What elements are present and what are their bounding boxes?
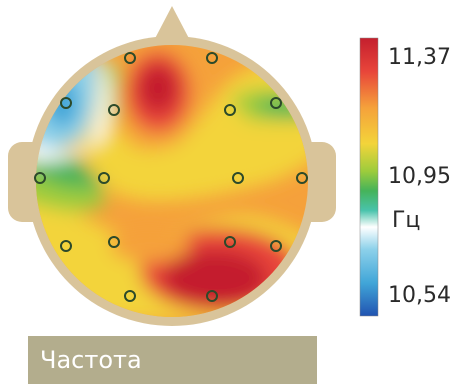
electrode (224, 236, 236, 248)
electrode (60, 240, 72, 252)
electrode (232, 172, 244, 184)
electrode (108, 236, 120, 248)
scale-min-label: 10,54 (388, 283, 451, 308)
electrode (124, 290, 136, 302)
map-caption: Частота (28, 336, 317, 384)
electrode (124, 52, 136, 64)
electrode (108, 104, 120, 116)
electrode (224, 104, 236, 116)
scale-unit-label: Гц (392, 208, 421, 233)
color-scale-bar (359, 37, 379, 317)
electrode (60, 97, 72, 109)
electrode (206, 52, 218, 64)
scale-mid-label: 10,95 (388, 164, 451, 189)
electrode (34, 172, 46, 184)
electrode (98, 172, 110, 184)
electrode (206, 290, 218, 302)
electrode (270, 97, 282, 109)
electrode (296, 172, 308, 184)
scale-max-label: 11,37 (388, 45, 451, 70)
electrode (270, 240, 282, 252)
electrode-markers (34, 52, 308, 302)
